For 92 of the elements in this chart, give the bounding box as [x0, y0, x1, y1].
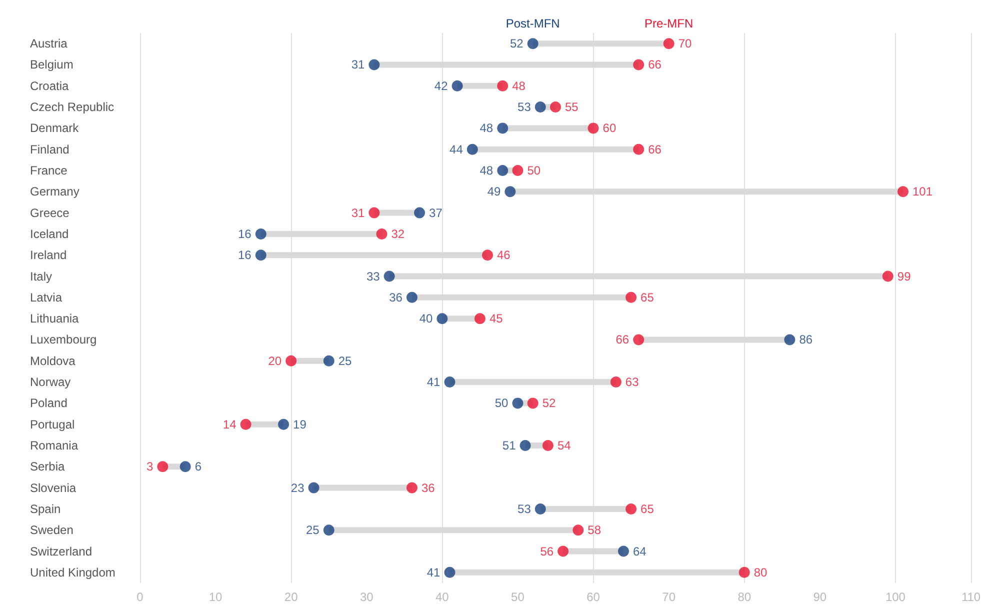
data-label: 101	[912, 184, 933, 199]
data-label: 48	[480, 164, 494, 178]
data-label: 6	[194, 460, 202, 474]
y-tick-label: Switzerland	[30, 544, 92, 558]
y-tick-label: Spain	[30, 502, 61, 516]
y-tick-label: Slovenia	[30, 480, 76, 495]
data-label: 63	[625, 375, 640, 390]
x-tick-label: 0	[136, 590, 144, 604]
data-label: 70	[678, 36, 692, 51]
data-label: 32	[391, 226, 405, 241]
y-tick-label: Denmark	[30, 121, 80, 136]
y-tick-label: Sweden	[30, 523, 74, 538]
y-tick-label: Poland	[30, 396, 68, 410]
data-label: 19	[293, 417, 307, 432]
data-label: 51	[502, 438, 516, 452]
data-label: 52	[542, 396, 556, 410]
data-label: 66	[648, 58, 662, 72]
data-label: 48	[512, 78, 526, 93]
y-tick-label: Czech Republic	[30, 100, 114, 114]
x-tick-label: 20	[284, 590, 298, 604]
y-tick-label: Germany	[30, 184, 80, 199]
data-label: 41	[426, 565, 441, 580]
x-tick-label: 60	[586, 590, 600, 604]
data-label: 66	[648, 142, 662, 156]
data-label: 41	[426, 375, 441, 390]
x-tick-label: 70	[662, 590, 676, 604]
data-label: 23	[290, 480, 305, 495]
data-label: 45	[489, 312, 504, 326]
y-tick-label: United Kingdom	[30, 565, 116, 580]
x-tick-label: 10	[208, 590, 223, 604]
data-label: 64	[632, 544, 647, 558]
y-tick-label: Norway	[30, 375, 71, 390]
y-tick-label: France	[30, 164, 68, 178]
y-tick-label: Ireland	[30, 248, 67, 262]
data-label: 44	[450, 142, 464, 156]
data-label: 99	[897, 269, 912, 284]
data-label: 25	[338, 354, 352, 368]
series-label: Pre-MFN	[644, 16, 694, 31]
data-label: 50	[494, 396, 509, 410]
y-tick-label: Luxembourg	[30, 332, 97, 347]
x-tick-label: 30	[360, 590, 374, 604]
data-label: 65	[640, 502, 654, 516]
data-label: 54	[557, 438, 572, 452]
data-label: 66	[616, 332, 630, 347]
data-label: 65	[640, 290, 654, 304]
data-label: 55	[565, 100, 579, 114]
data-label: 48	[480, 121, 494, 136]
y-tick-label: Austria	[30, 36, 68, 51]
data-label: 42	[434, 78, 448, 93]
y-tick-label: Latvia	[30, 290, 62, 304]
data-label: 53	[518, 502, 532, 516]
data-label: 56	[540, 544, 554, 558]
data-label: 86	[799, 332, 813, 347]
x-tick-label: 110	[961, 590, 981, 604]
y-tick-label: Serbia	[30, 460, 66, 474]
y-tick-label: Lithuania	[30, 312, 80, 326]
x-tick-label: 50	[511, 590, 525, 604]
data-label: 36	[421, 480, 436, 495]
data-label: 31	[351, 58, 366, 72]
x-tick-label: 100	[885, 590, 906, 604]
data-label: 80	[754, 565, 768, 580]
data-label: 36	[389, 290, 403, 304]
y-tick-label: Finland	[30, 142, 70, 156]
data-label: 37	[429, 206, 443, 220]
data-label: 52	[510, 36, 524, 51]
data-label: 3	[146, 460, 154, 474]
y-tick-label: Moldova	[30, 354, 76, 368]
x-tick-label: 90	[813, 590, 827, 604]
data-label: 50	[527, 164, 541, 178]
data-label: 46	[497, 248, 511, 262]
data-label: 20	[268, 354, 282, 368]
y-tick-label: Italy	[30, 269, 52, 284]
x-tick-label: 80	[738, 590, 752, 604]
data-label: 53	[518, 100, 532, 114]
data-label: 31	[351, 206, 366, 220]
data-label: 60	[602, 121, 616, 136]
y-tick-label: Iceland	[30, 226, 69, 241]
y-tick-label: Greece	[30, 206, 70, 220]
y-tick-label: Belgium	[30, 58, 74, 72]
y-tick-label: Croatia	[30, 78, 70, 93]
y-tick-label: Romania	[30, 438, 78, 452]
data-label: 58	[588, 523, 602, 538]
data-label: 14	[222, 417, 237, 432]
data-label: 40	[419, 312, 433, 326]
data-label: 16	[238, 248, 252, 262]
data-label: 49	[487, 184, 501, 199]
x-tick-label: 40	[436, 590, 450, 604]
data-label: 33	[366, 269, 380, 284]
y-tick-label: Portugal	[30, 417, 75, 432]
data-label: 16	[238, 226, 252, 241]
series-label: Post-MFN	[506, 16, 560, 31]
data-label: 25	[306, 523, 320, 538]
